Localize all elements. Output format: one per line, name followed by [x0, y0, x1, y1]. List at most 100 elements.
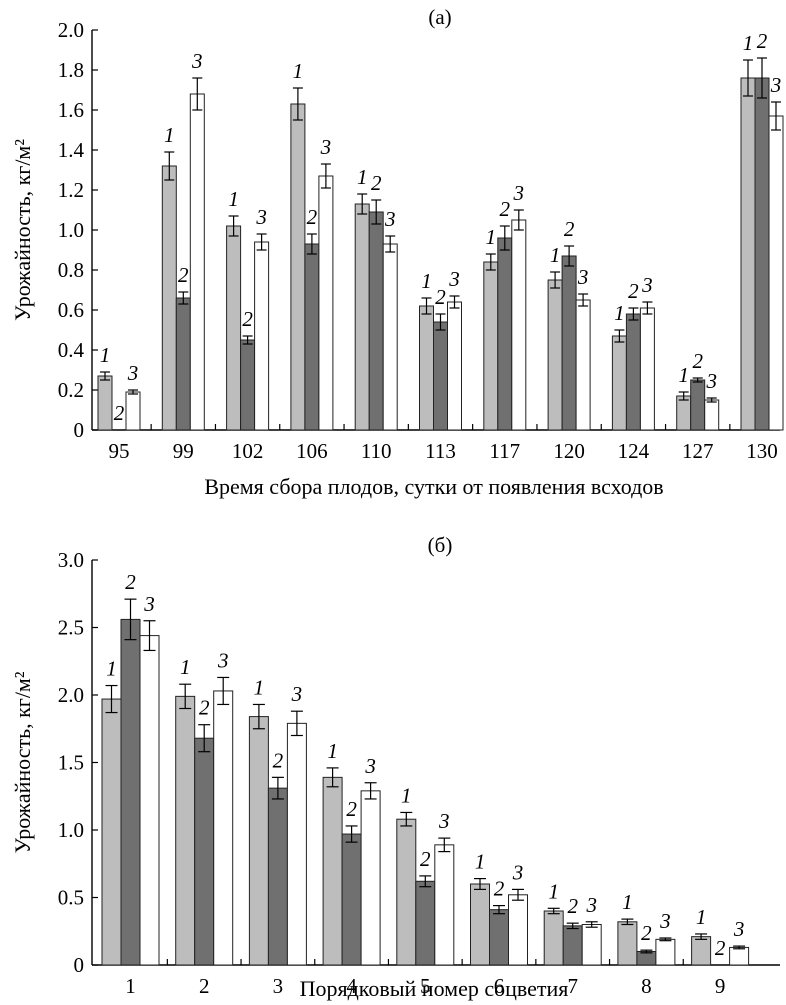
bar-series-label: 2 — [641, 921, 652, 945]
bar — [97, 375, 113, 431]
bar — [497, 237, 513, 431]
bar-series-label: 3 — [255, 205, 267, 229]
bar — [267, 787, 288, 966]
bar-series-label: 1 — [550, 243, 561, 267]
x-tick-label: 113 — [425, 439, 456, 463]
y-tick-label: 1.6 — [58, 98, 84, 122]
bar — [433, 321, 448, 431]
y-tick-label: 1.4 — [58, 138, 85, 162]
bar — [175, 297, 191, 431]
bar-series-label: 3 — [659, 909, 671, 933]
bar-series-label: 3 — [320, 135, 332, 159]
bar — [341, 833, 362, 966]
bar-series-label: 3 — [448, 267, 460, 291]
y-tick-label: 2.5 — [58, 616, 84, 640]
bar-series-label: 2 — [178, 263, 189, 287]
bar — [470, 883, 490, 966]
bar — [434, 844, 455, 966]
bar — [226, 225, 242, 431]
bar — [290, 103, 306, 431]
x-tick-label: 95 — [109, 439, 130, 463]
bar-series-label: 1 — [106, 657, 117, 681]
bar-series-label: 1 — [614, 301, 625, 325]
y-axis-title: Урожайность, кг/м² — [10, 139, 35, 321]
y-tick-label: 1.0 — [58, 218, 84, 242]
x-tick-label: 4 — [346, 974, 357, 998]
bar-series-label: 1 — [475, 850, 486, 874]
bar — [690, 379, 706, 431]
bar — [360, 790, 381, 966]
bar — [547, 279, 563, 431]
bar — [213, 690, 234, 966]
bar-series-label: 1 — [327, 739, 338, 763]
bar-series-label: 2 — [371, 171, 382, 195]
bar-series-label: 2 — [307, 205, 318, 229]
x-tick-label: 2 — [199, 974, 210, 998]
bar-series-label: 1 — [180, 655, 191, 679]
y-tick-label: 1.2 — [58, 178, 84, 202]
bar-series-label: 2 — [435, 285, 446, 309]
bar — [248, 716, 269, 966]
bar-series-label: 1 — [401, 783, 412, 807]
bar — [382, 243, 398, 431]
y-tick-label: 0 — [74, 953, 85, 977]
x-tick-label: 3 — [273, 974, 284, 998]
bar-series-label: 3 — [384, 207, 396, 231]
x-tick-label: 99 — [173, 439, 194, 463]
bar — [189, 93, 205, 431]
bar-series-label: 3 — [191, 49, 203, 73]
bar-series-label: 1 — [100, 343, 111, 367]
bar — [611, 335, 627, 431]
x-tick-label: 130 — [746, 439, 778, 463]
bar-series-label: 2 — [567, 894, 578, 918]
bar-series-label: 3 — [364, 754, 376, 778]
bar — [508, 894, 528, 966]
bar — [704, 399, 720, 431]
bar — [581, 924, 602, 966]
bar-series-label: 3 — [585, 893, 597, 917]
bar-series-label: 1 — [228, 187, 239, 211]
bar-series-label: 1 — [548, 879, 559, 903]
x-tick-label: 6 — [494, 974, 505, 998]
bar-series-label: 3 — [217, 648, 229, 672]
x-tick-label: 117 — [489, 439, 520, 463]
bar — [254, 241, 270, 431]
bar — [120, 618, 141, 966]
bar — [368, 211, 384, 431]
bar-series-label: 2 — [500, 197, 511, 221]
y-tick-label: 2.0 — [58, 683, 84, 707]
x-tick-label: 127 — [682, 439, 714, 463]
bar-series-label: 3 — [770, 73, 782, 97]
y-tick-label: 0.2 — [58, 378, 84, 402]
x-tick-label: 102 — [232, 439, 264, 463]
bar-series-label: 2 — [564, 217, 575, 241]
bar — [489, 909, 509, 966]
y-tick-label: 0.8 — [58, 258, 84, 282]
bar — [768, 115, 784, 431]
bar — [286, 722, 307, 966]
x-tick-label: 120 — [553, 439, 585, 463]
bar — [175, 695, 196, 966]
bar-series-label: 2 — [114, 401, 125, 425]
bar-series-label: 3 — [733, 917, 745, 941]
bar-series-label: 3 — [641, 273, 653, 297]
bar-series-label: 3 — [438, 809, 450, 833]
bar — [447, 301, 462, 431]
bar — [139, 635, 160, 966]
bar-series-label: 1 — [622, 890, 633, 914]
y-tick-label: 0 — [74, 418, 85, 442]
bar — [125, 391, 141, 431]
bar-series-label: 3 — [512, 860, 524, 884]
bar-series-label: 1 — [678, 363, 689, 387]
bar-series-label: 2 — [125, 570, 136, 594]
bar — [740, 77, 756, 431]
y-tick-label: 1.5 — [58, 751, 84, 775]
bar — [676, 395, 692, 431]
y-tick-label: 0.5 — [58, 886, 84, 910]
y-tick-label: 1.0 — [58, 818, 84, 842]
bar — [561, 255, 577, 431]
bar — [543, 910, 564, 966]
bar — [562, 925, 583, 966]
x-axis-title: Время сбора плодов, сутки от появления в… — [204, 474, 663, 499]
